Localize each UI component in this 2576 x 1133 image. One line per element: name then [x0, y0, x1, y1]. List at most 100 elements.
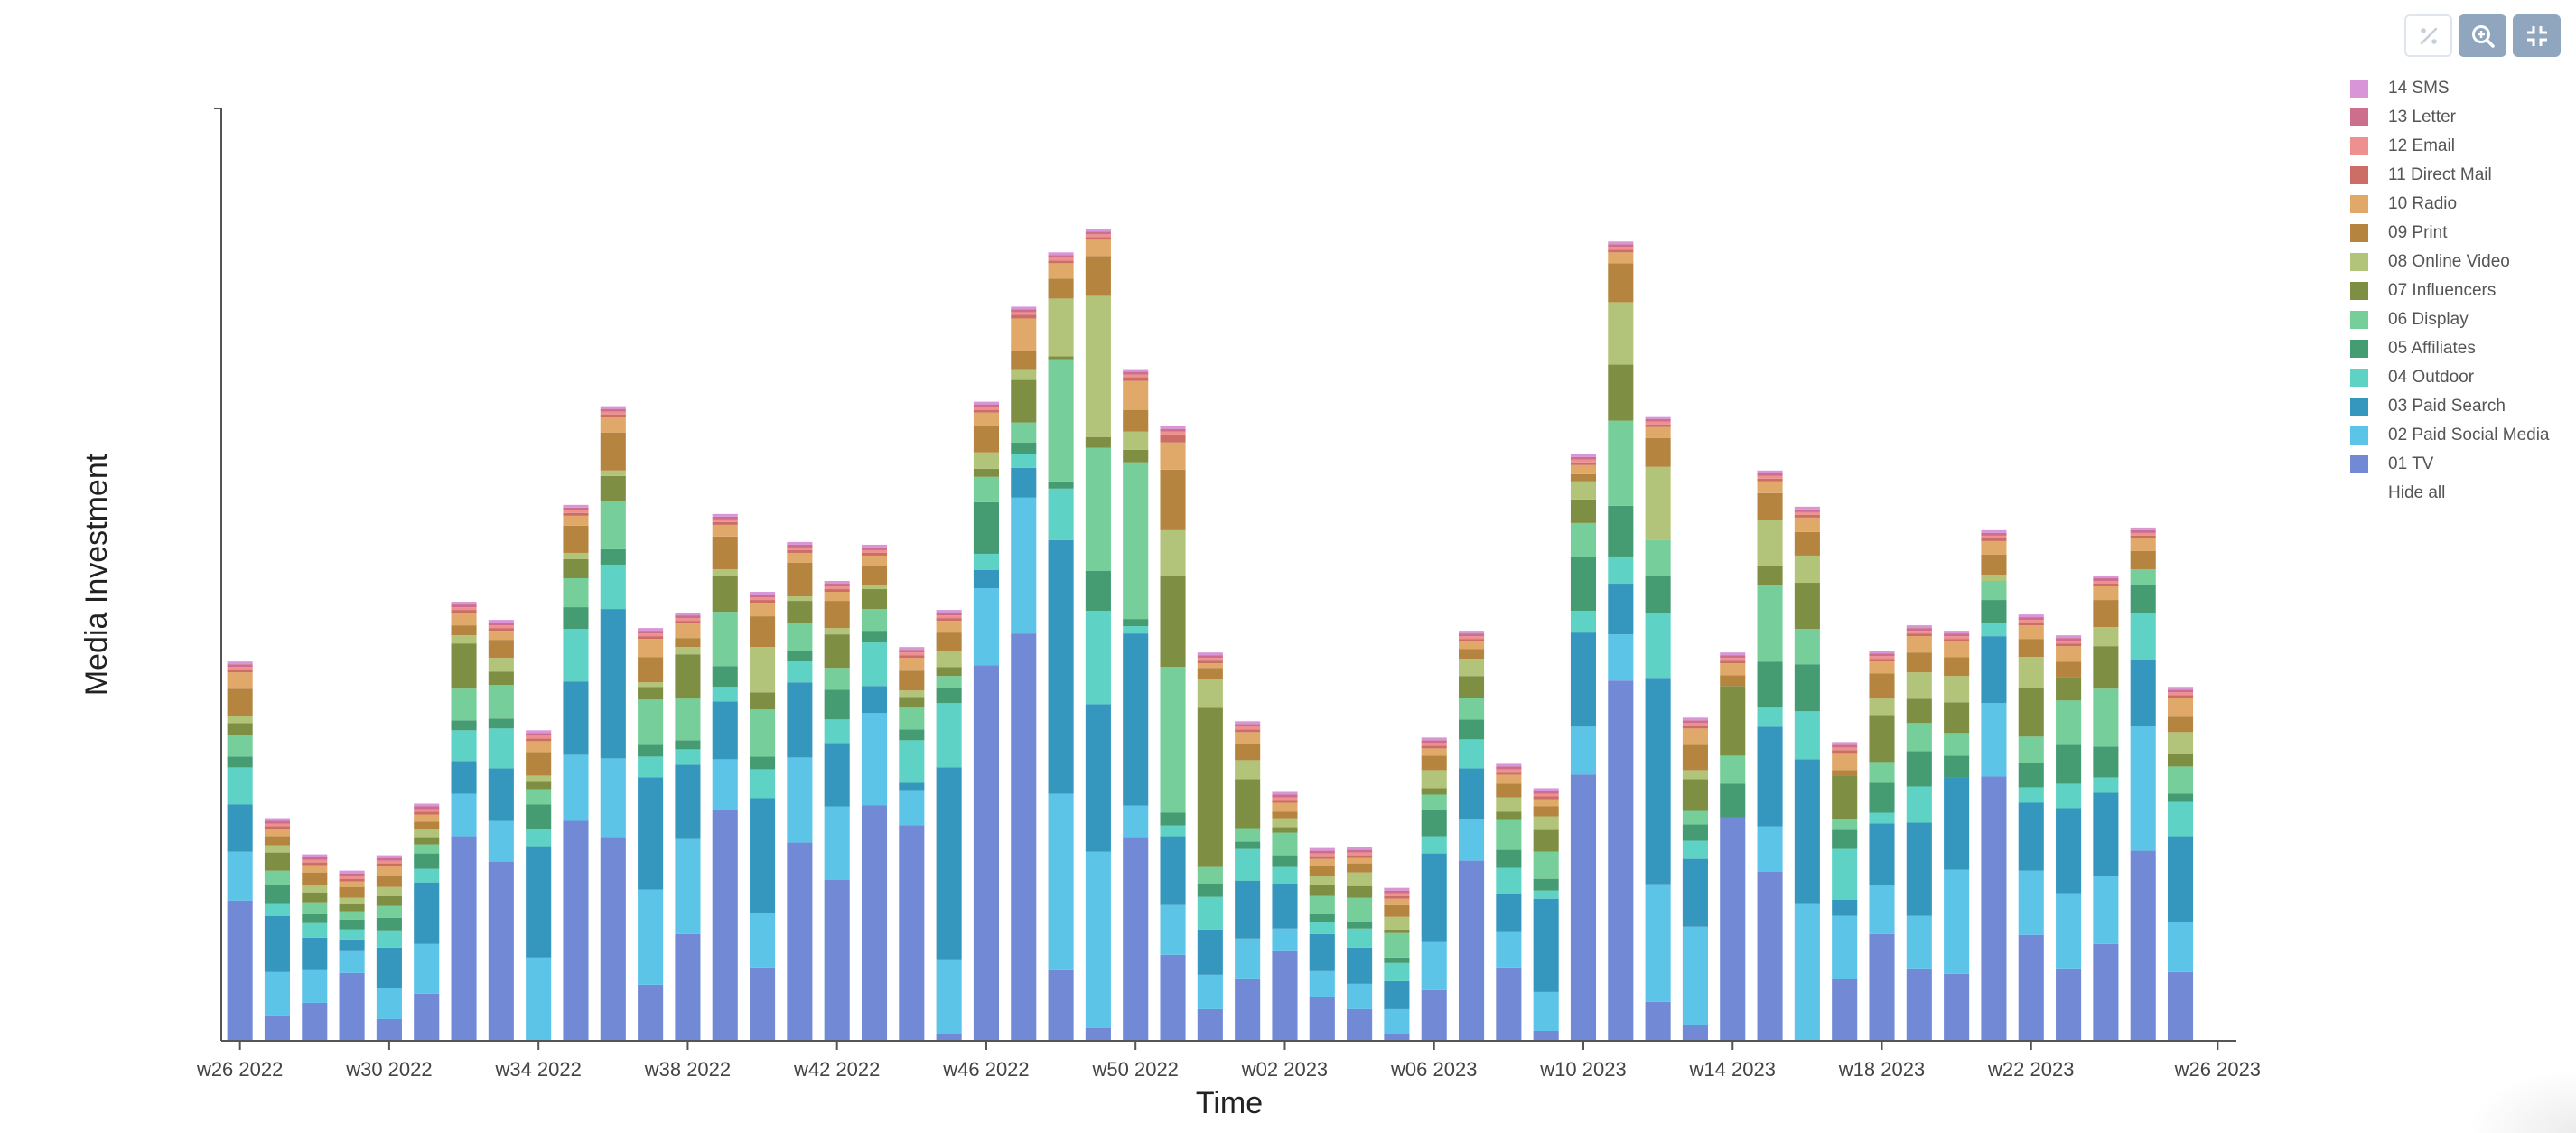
bar-segment[interactable] [2056, 677, 2082, 701]
bar-segment[interactable] [750, 600, 776, 604]
bar-segment[interactable] [2018, 802, 2044, 871]
bar-segment[interactable] [1608, 584, 1634, 635]
bar-segment[interactable] [1832, 744, 1858, 748]
bar-segment[interactable] [750, 595, 776, 598]
bar-segment[interactable] [563, 820, 589, 1041]
bar-segment[interactable] [1272, 827, 1298, 833]
bar-segment[interactable] [1309, 997, 1335, 1041]
bar-segment[interactable] [264, 845, 291, 853]
bar-segment[interactable] [1123, 837, 1149, 1041]
bar-segment[interactable] [712, 810, 738, 1042]
bar-segment[interactable] [787, 596, 813, 602]
bar-segment[interactable] [1123, 619, 1149, 627]
bar-segment[interactable] [1421, 745, 1447, 749]
bar-segment[interactable] [451, 613, 477, 626]
bar-segment[interactable] [1309, 885, 1335, 896]
bar-segment[interactable] [1906, 631, 1932, 634]
bar-segment[interactable] [1197, 896, 1223, 930]
bar-segment[interactable] [2018, 870, 2044, 935]
bar-segment[interactable] [1123, 377, 1149, 381]
bar-segment[interactable] [1235, 721, 1261, 725]
bar-segment[interactable] [1272, 866, 1298, 884]
bar-segment[interactable] [1235, 729, 1261, 733]
bar-segment[interactable] [1011, 454, 1037, 468]
bar-segment[interactable] [1235, 726, 1261, 730]
bar-segment[interactable] [1944, 869, 1970, 974]
bar-segment[interactable] [750, 709, 776, 757]
bar-segment[interactable] [936, 688, 962, 704]
bar-segment[interactable] [1384, 957, 1410, 963]
bar-segment[interactable] [600, 408, 626, 412]
collapse-button[interactable] [2513, 14, 2561, 57]
bar-segment[interactable] [488, 658, 514, 672]
bar-segment[interactable] [1608, 364, 1634, 421]
bar-segment[interactable] [376, 863, 402, 866]
bar-segment[interactable] [787, 544, 813, 548]
bar-segment[interactable] [899, 782, 925, 791]
bar-segment[interactable] [227, 670, 253, 673]
bar-segment[interactable] [1048, 255, 1074, 258]
bar-segment[interactable] [302, 885, 328, 893]
bar-segment[interactable] [1048, 488, 1074, 540]
bar-segment[interactable] [824, 743, 850, 807]
bar-segment[interactable] [1384, 962, 1410, 981]
bar-segment[interactable] [675, 749, 701, 765]
bar-segment[interactable] [1496, 769, 1522, 772]
bar-segment[interactable] [1944, 657, 1970, 677]
bar-segment[interactable] [1794, 555, 1820, 584]
bar-segment[interactable] [899, 707, 925, 730]
bar-segment[interactable] [563, 525, 589, 553]
bar-segment[interactable] [1645, 418, 1671, 422]
bar-segment[interactable] [1085, 704, 1111, 852]
bar-segment[interactable] [675, 654, 701, 699]
bar-segment[interactable] [1757, 475, 1783, 479]
bar-segment[interactable] [1496, 867, 1522, 894]
bar-segment[interactable] [227, 664, 253, 668]
bar-segment[interactable] [1533, 791, 1559, 794]
legend-item[interactable]: 08 Online Video [2350, 248, 2550, 276]
bar-segment[interactable] [1160, 442, 1186, 470]
bar-segment[interactable] [1832, 819, 1858, 830]
bar-segment[interactable] [1272, 855, 1298, 867]
bar-segment[interactable] [1757, 707, 1783, 727]
bar-segment[interactable] [1869, 698, 1895, 716]
bar-segment[interactable] [712, 519, 738, 522]
bar-segment[interactable] [1384, 1033, 1410, 1041]
bar-segment[interactable] [1794, 517, 1820, 532]
bar-segment[interactable] [526, 846, 552, 958]
bar-segment[interactable] [1459, 639, 1485, 642]
bar-segment[interactable] [1906, 628, 1932, 632]
bar-segment[interactable] [2056, 661, 2082, 678]
bar-segment[interactable] [264, 1015, 291, 1041]
bar-segment[interactable] [1160, 426, 1186, 429]
bar-segment[interactable] [1608, 249, 1634, 253]
bar-segment[interactable] [563, 552, 589, 559]
bar-segment[interactable] [973, 407, 999, 410]
bar-segment[interactable] [1682, 858, 1708, 927]
bar-segment[interactable] [638, 633, 664, 637]
bar-segment[interactable] [1944, 633, 1970, 637]
bar-segment[interactable] [1645, 576, 1671, 613]
bar-segment[interactable] [1347, 885, 1373, 898]
bar-segment[interactable] [1981, 776, 2007, 1041]
bar-segment[interactable] [1869, 659, 1895, 662]
bar-segment[interactable] [1235, 744, 1261, 761]
bar-segment[interactable] [1944, 973, 1970, 1041]
bar-segment[interactable] [414, 829, 440, 838]
bar-segment[interactable] [1272, 818, 1298, 828]
bar-segment[interactable] [339, 870, 365, 874]
bar-segment[interactable] [973, 588, 999, 666]
bar-segment[interactable] [1421, 748, 1447, 756]
bar-segment[interactable] [787, 549, 813, 553]
bar-segment[interactable] [1906, 968, 1932, 1041]
bar-segment[interactable] [302, 892, 328, 903]
bar-segment[interactable] [414, 882, 440, 944]
bar-segment[interactable] [302, 969, 328, 1003]
bar-segment[interactable] [1645, 426, 1671, 438]
bar-segment[interactable] [1197, 866, 1223, 884]
bar-segment[interactable] [264, 829, 291, 837]
bar-segment[interactable] [414, 868, 440, 883]
bar-segment[interactable] [1720, 755, 1746, 784]
bar-segment[interactable] [600, 609, 626, 759]
bar-segment[interactable] [1944, 733, 1970, 756]
